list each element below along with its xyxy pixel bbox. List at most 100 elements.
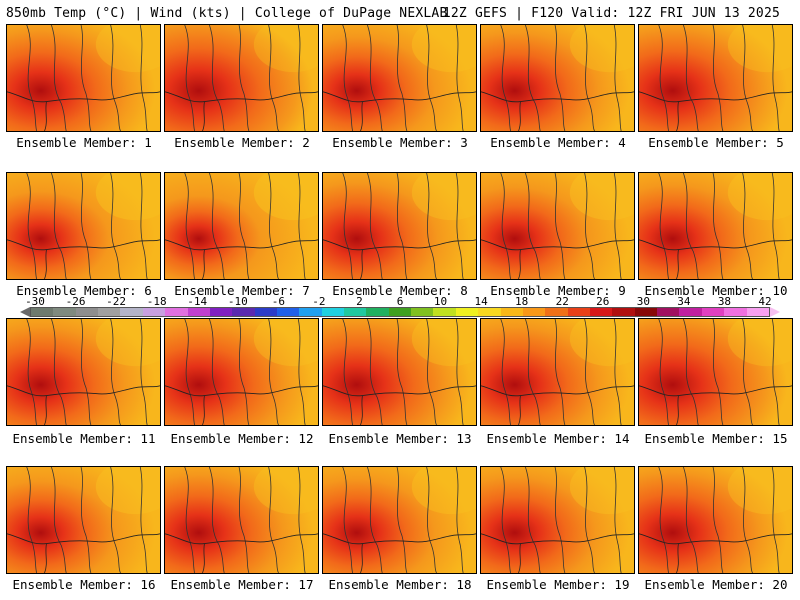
height-contour: [342, 467, 353, 573]
ensemble-panel-3: [322, 24, 477, 132]
colorbar-tick-label: -30: [25, 295, 45, 308]
height-contour: [712, 25, 724, 131]
height-contour: [80, 467, 92, 573]
height-contour: [51, 173, 67, 279]
height-contour: [184, 319, 195, 425]
height-contour: [297, 25, 306, 131]
coastline: [481, 91, 634, 103]
cooler-region: [411, 319, 476, 367]
temperature-field: [481, 467, 634, 573]
cooler-region: [569, 319, 634, 367]
colorbar-tick-label: 2: [356, 295, 363, 308]
ensemble-panel-8: [322, 172, 477, 280]
colorbar: [30, 307, 770, 317]
ensemble-panel-11: [6, 318, 161, 426]
height-contour: [297, 467, 306, 573]
height-contour: [500, 467, 511, 573]
height-contour: [554, 467, 566, 573]
temperature-field: [323, 173, 476, 279]
mexico-coastline: [518, 249, 521, 279]
cooler-region: [727, 319, 792, 367]
temperature-field: [7, 319, 160, 425]
coastline: [323, 533, 476, 545]
height-contour: [500, 25, 511, 131]
height-contour: [297, 173, 306, 279]
height-contour: [584, 467, 595, 573]
coastline: [481, 533, 634, 545]
height-contour: [658, 319, 669, 425]
ensemble-label-6: Ensemble Member: 6: [16, 283, 152, 298]
ensemble-panel-16: [6, 466, 161, 574]
colorbar-swatch: [679, 308, 702, 316]
height-contour: [26, 173, 37, 279]
mexico-coastline: [202, 543, 205, 573]
coastline: [165, 239, 318, 251]
mexico-coastline: [202, 395, 205, 425]
colorbar-swatch: [388, 308, 412, 316]
ensemble-panel-19: [480, 466, 635, 574]
colorbar-min-arrow: [20, 307, 30, 317]
height-contour: [742, 25, 753, 131]
cooler-region: [253, 467, 318, 515]
height-contour: [500, 319, 511, 425]
height-contour: [139, 173, 148, 279]
colorbar-max-arrow: [770, 307, 780, 317]
temperature-field: [165, 319, 318, 425]
height-contour: [455, 319, 464, 425]
colorbar-swatch: [276, 308, 300, 316]
colorbar-tick-label: 30: [636, 295, 650, 308]
ensemble-label-18: Ensemble Member: 18: [328, 577, 472, 592]
ensemble-label-4: Ensemble Member: 4: [490, 135, 626, 150]
cooler-region: [727, 467, 792, 515]
height-contour: [110, 173, 121, 279]
mexico-coastline: [676, 543, 679, 573]
colorbar-tick-label: -10: [227, 295, 248, 308]
height-contour: [268, 319, 279, 425]
height-contour: [613, 467, 622, 573]
mexico-coastline: [518, 543, 521, 573]
height-contour: [771, 319, 780, 425]
colorbar-swatch: [120, 308, 143, 316]
colorbar-swatch: [254, 308, 277, 316]
temperature-field: [639, 467, 792, 573]
temperature-field: [7, 25, 160, 131]
temperature-field: [323, 319, 476, 425]
colorbar-tick-label: -18: [146, 295, 167, 308]
colorbar-swatch: [232, 308, 255, 316]
ensemble-label-15: Ensemble Member: 15: [644, 431, 788, 446]
mexico-coastline: [676, 395, 679, 425]
colorbar-tick-label: -22: [106, 295, 127, 308]
map-title: 850mb Temp (°C) | Wind (kts) | College o…: [6, 6, 448, 21]
cooler-region: [95, 467, 160, 515]
colorbar-tick-label: 22: [555, 295, 569, 308]
height-contour: [297, 319, 306, 425]
cooler-region: [411, 173, 476, 221]
ensemble-label-1: Ensemble Member: 1: [16, 135, 152, 150]
colorbar-swatch: [657, 308, 680, 316]
colorbar-tick-label: -26: [65, 295, 86, 308]
cooler-region: [253, 25, 318, 73]
height-contour: [396, 319, 408, 425]
mexico-coastline: [44, 249, 47, 279]
height-contour: [26, 25, 37, 131]
ensemble-label-2: Ensemble Member: 2: [174, 135, 310, 150]
cooler-region: [95, 319, 160, 367]
height-contour: [396, 173, 408, 279]
height-contour: [712, 319, 724, 425]
ensemble-label-13: Ensemble Member: 13: [328, 431, 472, 446]
height-contour: [184, 25, 195, 131]
colorbar-swatch: [75, 308, 99, 316]
ensemble-label-16: Ensemble Member: 16: [12, 577, 156, 592]
height-contour: [396, 25, 408, 131]
colorbar-swatch: [165, 308, 188, 316]
temperature-field: [481, 25, 634, 131]
ensemble-panel-15: [638, 318, 793, 426]
height-contour: [742, 319, 753, 425]
colorbar-tick-label: 10: [433, 295, 448, 308]
ensemble-panel-14: [480, 318, 635, 426]
colorbar-tick-label: -6: [271, 295, 285, 308]
mexico-coastline: [518, 101, 521, 131]
colorbar-swatch: [366, 308, 389, 316]
colorbar-swatch: [433, 308, 456, 316]
coastline: [639, 385, 792, 397]
